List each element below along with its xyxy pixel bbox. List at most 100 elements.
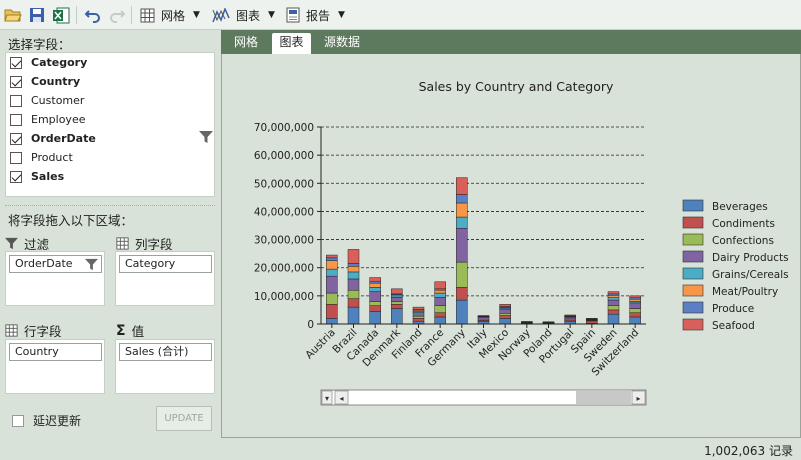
update-button[interactable]: UPDATE: [156, 406, 212, 431]
defer-checkbox[interactable]: [12, 414, 24, 427]
bar-segment[interactable]: [477, 316, 490, 320]
rows-zone[interactable]: Country: [5, 339, 105, 394]
scroll-left-button[interactable]: [334, 390, 349, 405]
bar-segment[interactable]: [391, 288, 403, 295]
bar-segment[interactable]: [391, 301, 403, 305]
bar-segment[interactable]: [456, 261, 468, 288]
chevron-down-icon[interactable]: ▼: [338, 10, 345, 20]
bar-segment[interactable]: [347, 306, 360, 325]
bar-segment[interactable]: [326, 260, 338, 270]
bar-segment[interactable]: [564, 314, 576, 317]
bar-segment[interactable]: [499, 308, 511, 314]
bar-segment[interactable]: [434, 292, 446, 298]
bar-segment[interactable]: [369, 311, 381, 325]
columns-zone[interactable]: Category: [115, 251, 215, 306]
bar-segment[interactable]: [456, 202, 468, 218]
bar-segment[interactable]: [347, 278, 360, 291]
bar-segment[interactable]: [369, 277, 381, 282]
save-button[interactable]: [29, 4, 45, 26]
bar-segment[interactable]: [369, 280, 381, 284]
chart-view-button[interactable]: 图表 ▼: [212, 4, 275, 26]
tab-source-data[interactable]: 源数据: [323, 35, 360, 49]
bar-segment[interactable]: [456, 228, 468, 263]
bar-segment[interactable]: [434, 281, 446, 290]
bar-segment[interactable]: [391, 304, 403, 309]
undo-button[interactable]: [84, 4, 102, 26]
bar-segment[interactable]: [499, 318, 511, 325]
bar-segment[interactable]: [326, 318, 338, 325]
bar-segment[interactable]: [434, 289, 446, 294]
bar-segment[interactable]: [369, 282, 381, 288]
bar-segment[interactable]: [629, 295, 641, 299]
bar-segment[interactable]: [412, 312, 425, 317]
bar-segment[interactable]: [456, 216, 468, 229]
bar-segment[interactable]: [499, 313, 511, 316]
bar-segment[interactable]: [326, 257, 338, 261]
filter-zone[interactable]: OrderDate: [5, 251, 105, 306]
bar-segment[interactable]: [369, 287, 381, 292]
bar-segment[interactable]: [391, 308, 403, 325]
checkbox[interactable]: [10, 170, 22, 183]
field-sales[interactable]: Sales: [10, 167, 64, 186]
bar-segment[interactable]: [326, 304, 338, 319]
bar-segment[interactable]: [607, 305, 620, 311]
columns-chip-category[interactable]: Category: [119, 255, 212, 273]
bar-segment[interactable]: [347, 289, 360, 299]
bar-segment[interactable]: [347, 271, 360, 280]
bar-segment[interactable]: [629, 302, 641, 309]
bar-segment[interactable]: [477, 315, 490, 317]
tab-grid[interactable]: 网格: [233, 35, 258, 49]
bar-segment[interactable]: [347, 263, 360, 267]
bar-segment[interactable]: [412, 315, 425, 319]
bar-segment[interactable]: [499, 304, 511, 307]
bar-segment[interactable]: [499, 315, 511, 319]
export-excel-button[interactable]: [53, 4, 70, 26]
bar-segment[interactable]: [412, 306, 425, 310]
checkbox[interactable]: [10, 132, 22, 145]
filter-chip-orderdate[interactable]: OrderDate: [9, 255, 102, 273]
bar-segment[interactable]: [326, 268, 338, 277]
bar-segment[interactable]: [391, 297, 403, 302]
checkbox[interactable]: [10, 151, 22, 164]
bar-segment[interactable]: [456, 194, 468, 204]
bar-segment[interactable]: [326, 275, 338, 294]
bar-segment[interactable]: [607, 299, 620, 306]
values-chip-sales[interactable]: Sales (合计): [119, 343, 212, 361]
field-orderdate[interactable]: OrderDate: [10, 129, 96, 148]
bar-segment[interactable]: [347, 298, 360, 308]
chevron-down-icon[interactable]: ▼: [193, 10, 200, 20]
checkbox[interactable]: [10, 56, 22, 69]
bar-segment[interactable]: [607, 313, 620, 325]
checkbox[interactable]: [10, 75, 22, 88]
defer-update-option[interactable]: 延迟更新: [12, 412, 81, 429]
field-category[interactable]: Category: [10, 53, 87, 72]
field-product[interactable]: Product: [10, 148, 73, 167]
bar-segment[interactable]: [586, 320, 598, 324]
values-zone[interactable]: Sales (合计): [115, 339, 215, 394]
bar-segment[interactable]: [434, 305, 446, 313]
bar-segment[interactable]: [456, 299, 468, 325]
filter-icon[interactable]: [199, 130, 213, 144]
filter-icon[interactable]: [85, 258, 98, 271]
bar-segment[interactable]: [607, 309, 620, 315]
grid-view-button[interactable]: 网格 ▼: [140, 4, 200, 26]
bar-segment[interactable]: [369, 291, 381, 302]
bar-segment[interactable]: [607, 297, 620, 301]
bar-segment[interactable]: [369, 305, 381, 312]
bar-segment[interactable]: [564, 319, 576, 322]
bar-segment[interactable]: [434, 312, 446, 318]
bar-segment[interactable]: [326, 254, 338, 259]
field-country[interactable]: Country: [10, 72, 80, 91]
bar-segment[interactable]: [326, 292, 338, 305]
bar-segment[interactable]: [434, 316, 446, 325]
chart-scrollbar[interactable]: ▾ ◂ ▸: [320, 389, 647, 406]
field-customer[interactable]: Customer: [10, 91, 84, 110]
bar-segment[interactable]: [629, 312, 641, 318]
tab-chart[interactable]: 图表: [272, 33, 311, 54]
bar-segment[interactable]: [412, 318, 425, 322]
bar-segment[interactable]: [434, 297, 446, 306]
bar-segment[interactable]: [564, 316, 576, 320]
bar-segment[interactable]: [456, 177, 468, 195]
bar-segment[interactable]: [369, 301, 381, 306]
bar-segment[interactable]: [607, 291, 620, 295]
